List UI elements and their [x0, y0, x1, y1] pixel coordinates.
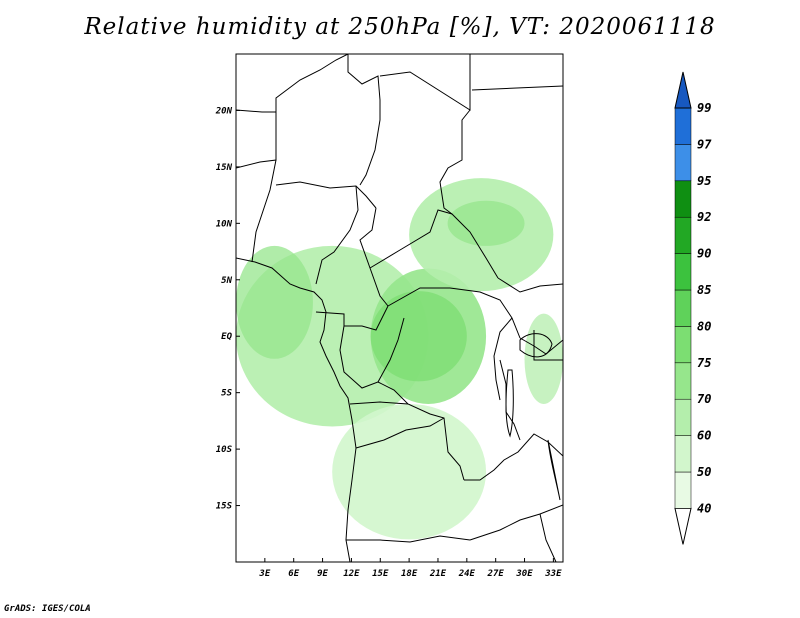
colorbar-tick-label: 75	[697, 356, 711, 370]
colorbar-segment	[674, 362, 692, 400]
border-segment	[369, 209, 499, 279]
border-segment	[519, 337, 563, 355]
border-segment	[347, 54, 381, 186]
border-segment	[275, 181, 377, 209]
humidity-field	[236, 178, 563, 540]
colorbar-tick-label: 50	[697, 465, 711, 479]
colorbar-tick-label: 85	[697, 283, 711, 297]
colorbar-tick-label: 90	[697, 247, 711, 261]
x-tick-label: 30E	[515, 569, 533, 579]
border-segment	[349, 401, 409, 405]
border-segment	[236, 54, 349, 113]
border-segment	[236, 112, 277, 169]
border-segment	[251, 159, 277, 263]
border-segment	[439, 109, 471, 215]
y-tick-label: 5N	[221, 276, 232, 286]
border-segment	[379, 54, 471, 111]
humid-core-3	[524, 313, 563, 404]
lake-tanganyika	[505, 369, 514, 438]
border-segment	[346, 535, 471, 543]
colorbar-segment	[674, 326, 692, 364]
humid-core-0	[236, 245, 313, 359]
x-tick-label: 6E	[288, 569, 299, 579]
colorbar-tick-label: 70	[697, 392, 711, 406]
x-tick-label: 33E	[544, 569, 562, 579]
colorbar-tick-label: 95	[697, 174, 711, 188]
chart-title: Relative humidity at 250hPa [%], VT: 202…	[84, 14, 716, 40]
grads-credit: GrADS: IGES/COLA	[4, 604, 91, 614]
y-tick-label: 5S	[221, 389, 232, 399]
colorbar-segment	[674, 180, 692, 218]
x-tick-label: 21E	[429, 569, 447, 579]
border-segment	[315, 305, 389, 331]
border-segment	[471, 85, 563, 91]
y-tick-label: 15S	[216, 502, 233, 512]
colorbar-top-arrow	[674, 71, 692, 109]
colorbar-segment	[674, 216, 692, 254]
colorbar-tick-label: 40	[697, 501, 711, 515]
colorbar-segment	[674, 253, 692, 291]
border-segment	[315, 185, 359, 285]
colorbar-tick-label: 99	[697, 101, 711, 115]
border-segment	[493, 317, 513, 401]
border-segment	[533, 330, 563, 361]
y-tick-label: 20N	[215, 106, 233, 116]
x-tick-label: 24E	[458, 569, 476, 579]
colorbar-segment	[674, 471, 692, 509]
y-tick-label: 10N	[216, 219, 233, 229]
border-segment	[355, 417, 445, 449]
y-axis: 20N 15N 10N 5N EQ 5S 10S 15S	[215, 106, 240, 512]
colorbar: 40 50 60 70 75 80 85 90 92 95 97 99	[674, 71, 712, 545]
humid-region-angola-zambia-tongue	[332, 403, 487, 540]
x-axis: 3E 6E 9E 12E 15E 18E 21E 24E 27E 30E 33E	[258, 558, 562, 579]
colorbar-tick-label: 80	[697, 319, 711, 333]
x-tick-label: 15E	[372, 569, 389, 579]
colorbar-tick-label: 92	[697, 210, 711, 224]
y-tick-label: EQ	[221, 332, 232, 342]
colorbar-segment	[674, 107, 692, 145]
lake-victoria	[519, 333, 553, 358]
y-tick-label: 10S	[216, 445, 233, 455]
border-segment	[359, 207, 389, 307]
colorbar-segment	[674, 289, 692, 327]
border-segment	[539, 513, 557, 562]
colorbar-bottom-arrow	[674, 507, 692, 545]
colorbar-segment	[674, 144, 692, 182]
x-tick-label: 27E	[487, 569, 505, 579]
colorbar-segment	[674, 435, 692, 473]
humid-core-2	[447, 200, 525, 246]
lake-malawi	[547, 439, 561, 501]
colorbar-tick-label: 97	[697, 137, 712, 151]
colorbar-tick-label: 60	[697, 429, 711, 443]
border-segment	[339, 317, 405, 389]
border-segment	[464, 433, 563, 481]
y-tick-label: 15N	[216, 163, 233, 173]
border-segment	[377, 381, 465, 481]
coastline	[236, 257, 357, 562]
border-segment	[469, 504, 563, 541]
colorbar-segment	[674, 398, 692, 436]
x-tick-label: 3E	[258, 569, 270, 579]
border-segment	[497, 277, 563, 293]
x-tick-label: 18E	[401, 569, 418, 579]
x-tick-label: 12E	[343, 569, 360, 579]
plot-frame	[235, 53, 564, 563]
x-tick-label: 9E	[317, 569, 328, 579]
humid-core-1	[370, 291, 467, 382]
country-borders	[236, 54, 563, 562]
border-segment	[499, 359, 521, 441]
